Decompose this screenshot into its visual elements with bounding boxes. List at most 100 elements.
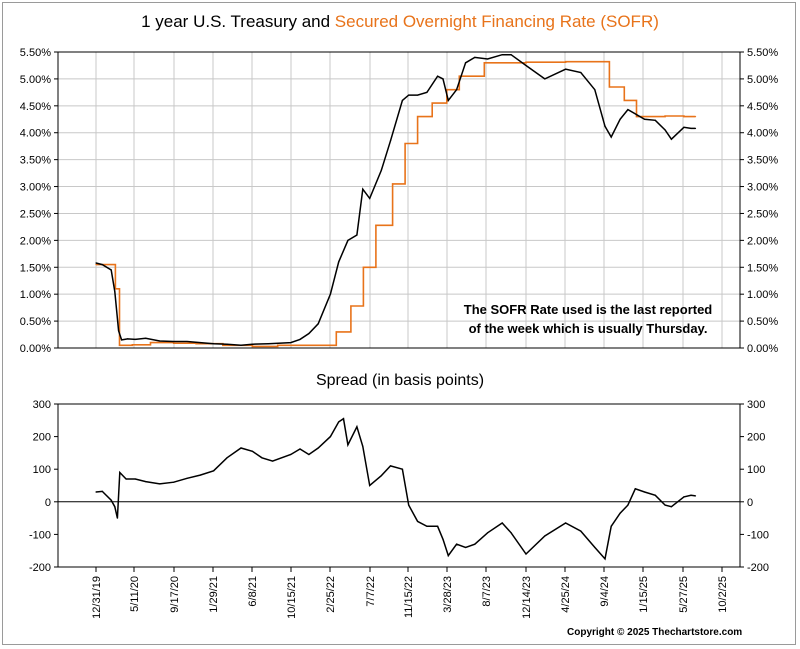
treasury-point	[356, 234, 358, 236]
x-tick-label: 10/2/25	[717, 576, 729, 613]
x-tick-label: 5/27/25	[678, 576, 690, 613]
treasury-point	[145, 337, 147, 339]
spread-point	[408, 504, 410, 506]
top-ytick-label-right: 3.00%	[747, 182, 778, 194]
spread-point	[389, 465, 392, 467]
top-ytick-label-right: 2.50%	[747, 208, 778, 220]
treasury-point	[369, 197, 371, 199]
top-ytick-label-left: 4.50%	[20, 101, 51, 113]
spread-point	[683, 496, 685, 498]
x-tick-label: 6/8/21	[247, 576, 259, 607]
treasury-point	[690, 127, 692, 130]
spread-point	[110, 499, 112, 501]
spread-point	[299, 448, 301, 450]
treasury-point	[544, 78, 546, 80]
sofr-point	[565, 61, 567, 63]
sofr-point	[608, 86, 611, 88]
treasury-point	[110, 269, 112, 271]
top-ytick-label-left: 2.00%	[20, 235, 51, 247]
spread-ytick-label-left: 300	[33, 399, 51, 411]
treasury-point	[362, 188, 364, 190]
treasury-point	[290, 342, 292, 344]
spread-point	[145, 480, 147, 483]
top-ytick-label-left: 3.00%	[20, 182, 51, 194]
sofr-point	[222, 344, 224, 346]
spread-point	[544, 535, 546, 537]
spread-point	[101, 490, 103, 492]
treasury-point	[654, 119, 656, 121]
spread-point	[456, 543, 458, 545]
sofr-point	[446, 89, 448, 91]
top-ytick-label-left: 4.00%	[20, 128, 51, 140]
x-tick-label: 8/7/23	[481, 576, 493, 607]
spread-point	[464, 546, 467, 549]
sofr-point	[635, 115, 638, 118]
spread-point	[226, 457, 228, 459]
spread-point	[261, 457, 263, 459]
sofr-line	[96, 60, 696, 348]
spread-ytick-label-left: 200	[33, 432, 51, 444]
spread-point	[619, 512, 621, 514]
x-tick-label: 1/29/21	[208, 576, 220, 613]
spread-ytick-label-right: 100	[747, 464, 765, 476]
treasury-point	[580, 71, 582, 74]
spread-point	[125, 478, 127, 480]
treasury-point	[121, 339, 123, 341]
spread-point	[442, 538, 444, 540]
x-tick-label: 4/25/24	[560, 576, 572, 613]
spread-point	[401, 468, 404, 470]
treasury-point	[213, 343, 215, 345]
treasury-point	[299, 338, 301, 340]
spread-point	[134, 478, 136, 480]
spread-point	[186, 477, 188, 479]
treasury-point	[643, 118, 646, 120]
spread-point	[116, 517, 119, 519]
sofr-point	[664, 115, 666, 117]
spread-ytick-label-left: 100	[33, 464, 51, 476]
x-tick-label: 9/4/24	[599, 576, 611, 607]
top-ytick-label-right: 0.50%	[747, 316, 778, 328]
spread-ytick-label-left: -100	[29, 529, 51, 541]
spread-point	[199, 474, 201, 476]
sofr-point	[118, 344, 121, 346]
spread-point	[356, 426, 358, 428]
spread-point	[447, 554, 449, 557]
x-tick-label: 7/7/22	[365, 576, 377, 607]
top-ytick-label-right: 1.00%	[747, 289, 778, 301]
treasury-point	[101, 263, 103, 266]
top-ytick-label-left: 5.50%	[20, 47, 51, 59]
treasury-point	[436, 75, 439, 77]
spread-point	[380, 475, 382, 477]
spread-point	[417, 520, 419, 522]
spread-plot-area	[57, 403, 741, 568]
spread-point	[159, 483, 161, 485]
treasury-point	[447, 99, 449, 102]
x-tick-label: 5/11/20	[129, 576, 141, 612]
treasury-point	[226, 343, 228, 345]
treasury-point	[464, 62, 467, 64]
treasury-point	[347, 239, 349, 241]
sofr-point	[251, 345, 253, 347]
treasury-point	[525, 64, 527, 67]
treasury-point	[95, 262, 97, 264]
treasury-point	[474, 56, 476, 58]
treasury-point	[114, 290, 116, 293]
spread-point	[664, 504, 666, 506]
spread-point	[654, 494, 656, 496]
spread-title: Spread (in basis points)	[315, 372, 485, 389]
sofr-point	[112, 263, 115, 266]
top-ytick-label-right: 2.00%	[747, 235, 778, 247]
spread-point	[604, 558, 606, 560]
spread-point	[290, 453, 292, 456]
treasury-point	[159, 340, 161, 342]
sofr-point	[312, 344, 315, 346]
treasury-point	[426, 91, 428, 93]
sofr-point	[458, 75, 460, 77]
spread-point	[474, 543, 476, 545]
sofr-point	[404, 142, 406, 145]
top-ytick-label-right: 1.50%	[747, 262, 778, 274]
sofr-point	[95, 263, 97, 266]
spread-point	[272, 460, 274, 462]
sofr-point	[173, 342, 175, 344]
